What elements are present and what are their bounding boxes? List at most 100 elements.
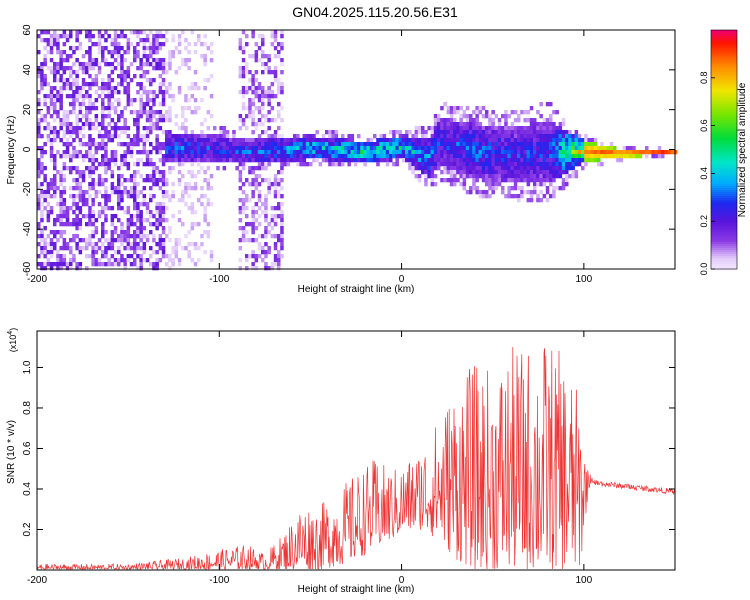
- heatmap-cell: [357, 146, 361, 151]
- spectrogram-xtick-label: 100: [576, 274, 593, 285]
- heatmap-cell: [88, 154, 92, 159]
- heatmap-cell: [309, 162, 313, 167]
- heatmap-cell: [219, 138, 223, 143]
- heatmap-cell: [78, 182, 83, 187]
- snr-ytick-label: 1.0: [22, 360, 33, 374]
- heatmap-cell: [110, 118, 115, 123]
- heatmap-cell: [78, 94, 83, 99]
- heatmap-cell: [161, 178, 166, 183]
- heatmap-cell: [385, 150, 390, 155]
- colorbar-band: [711, 264, 737, 267]
- heatmap-cell: [443, 134, 447, 139]
- heatmap-cell: [187, 58, 191, 63]
- heatmap-cell: [520, 138, 524, 143]
- heatmap-cell: [49, 158, 54, 163]
- heatmap-cell: [597, 150, 601, 155]
- heatmap-cell: [193, 186, 198, 191]
- heatmap-cell: [488, 166, 492, 171]
- heatmap-cell: [177, 154, 182, 159]
- heatmap-cell: [91, 254, 95, 259]
- heatmap-cell: [53, 134, 57, 139]
- heatmap-cell: [497, 138, 502, 143]
- heatmap-cell: [501, 166, 505, 171]
- colorbar-band: [711, 96, 737, 99]
- heatmap-cell: [158, 238, 163, 243]
- heatmap-cell: [507, 150, 511, 155]
- heatmap-cell: [177, 262, 182, 267]
- heatmap-cell: [241, 190, 246, 195]
- heatmap-cell: [421, 166, 425, 171]
- heatmap-cell: [81, 246, 86, 251]
- heatmap-cell: [113, 158, 118, 163]
- colorbar-band: [711, 222, 737, 225]
- heatmap-cell: [459, 170, 463, 175]
- heatmap-cell: [270, 234, 275, 239]
- heatmap-cell: [104, 38, 108, 43]
- heatmap-cell: [462, 186, 467, 191]
- heatmap-cell: [184, 38, 188, 43]
- heatmap-cell: [209, 58, 214, 63]
- heatmap-cell: [485, 126, 489, 131]
- heatmap-cell: [206, 166, 211, 171]
- heatmap-cell: [190, 226, 195, 231]
- heatmap-cell: [302, 138, 307, 143]
- heatmap-cell: [139, 114, 143, 119]
- heatmap-cell: [72, 154, 76, 159]
- heatmap-cell: [43, 74, 47, 79]
- heatmap-cell: [526, 126, 531, 131]
- heatmap-cell: [152, 194, 156, 199]
- heatmap-cell: [507, 138, 511, 143]
- heatmap-cell: [552, 138, 556, 143]
- heatmap-cell: [497, 126, 502, 131]
- heatmap-cell: [433, 154, 438, 159]
- heatmap-cell: [78, 198, 83, 203]
- heatmap-cell: [155, 166, 159, 171]
- heatmap-cell: [181, 162, 185, 167]
- heatmap-cell: [469, 122, 473, 127]
- heatmap-cell: [501, 134, 505, 139]
- heatmap-cell: [62, 258, 67, 263]
- heatmap-cell: [267, 118, 271, 123]
- heatmap-cell: [414, 130, 419, 135]
- heatmap-cell: [149, 54, 153, 59]
- heatmap-cell: [235, 138, 239, 143]
- heatmap-cell: [552, 158, 556, 163]
- heatmap-cell: [264, 234, 268, 239]
- heatmap-cell: [177, 146, 182, 151]
- heatmap-cell: [363, 158, 367, 163]
- heatmap-cell: [152, 62, 156, 67]
- heatmap-cell: [123, 190, 127, 195]
- heatmap-cell: [440, 106, 444, 111]
- heatmap-cell: [165, 150, 169, 155]
- heatmap-cell: [177, 38, 182, 43]
- heatmap-cell: [97, 162, 102, 167]
- heatmap-cell: [101, 106, 105, 111]
- heatmap-cell: [88, 122, 92, 127]
- heatmap-cell: [165, 178, 169, 183]
- heatmap-cell: [171, 190, 175, 195]
- colorbar-band: [711, 74, 737, 77]
- colorbar-band: [711, 212, 737, 215]
- heatmap-cell: [88, 86, 92, 91]
- heatmap-cell: [261, 178, 265, 183]
- heatmap-cell: [555, 146, 559, 151]
- heatmap-cell: [197, 34, 201, 39]
- heatmap-cell: [40, 190, 44, 195]
- heatmap-cell: [251, 158, 255, 163]
- heatmap-cell: [59, 206, 63, 211]
- heatmap-cell: [168, 118, 172, 123]
- heatmap-cell: [273, 218, 278, 223]
- heatmap-cell: [251, 78, 255, 83]
- heatmap-cell: [155, 122, 159, 127]
- heatmap-cell: [94, 218, 99, 223]
- heatmap-cell: [113, 66, 118, 71]
- heatmap-cell: [376, 142, 380, 147]
- heatmap-cell: [65, 54, 70, 59]
- heatmap-cell: [190, 186, 195, 191]
- heatmap-cell: [120, 66, 124, 71]
- heatmap-cell: [117, 174, 121, 179]
- heatmap-cell: [385, 162, 390, 167]
- heatmap-cell: [241, 234, 246, 239]
- heatmap-cell: [94, 42, 99, 47]
- heatmap-cell: [600, 162, 604, 167]
